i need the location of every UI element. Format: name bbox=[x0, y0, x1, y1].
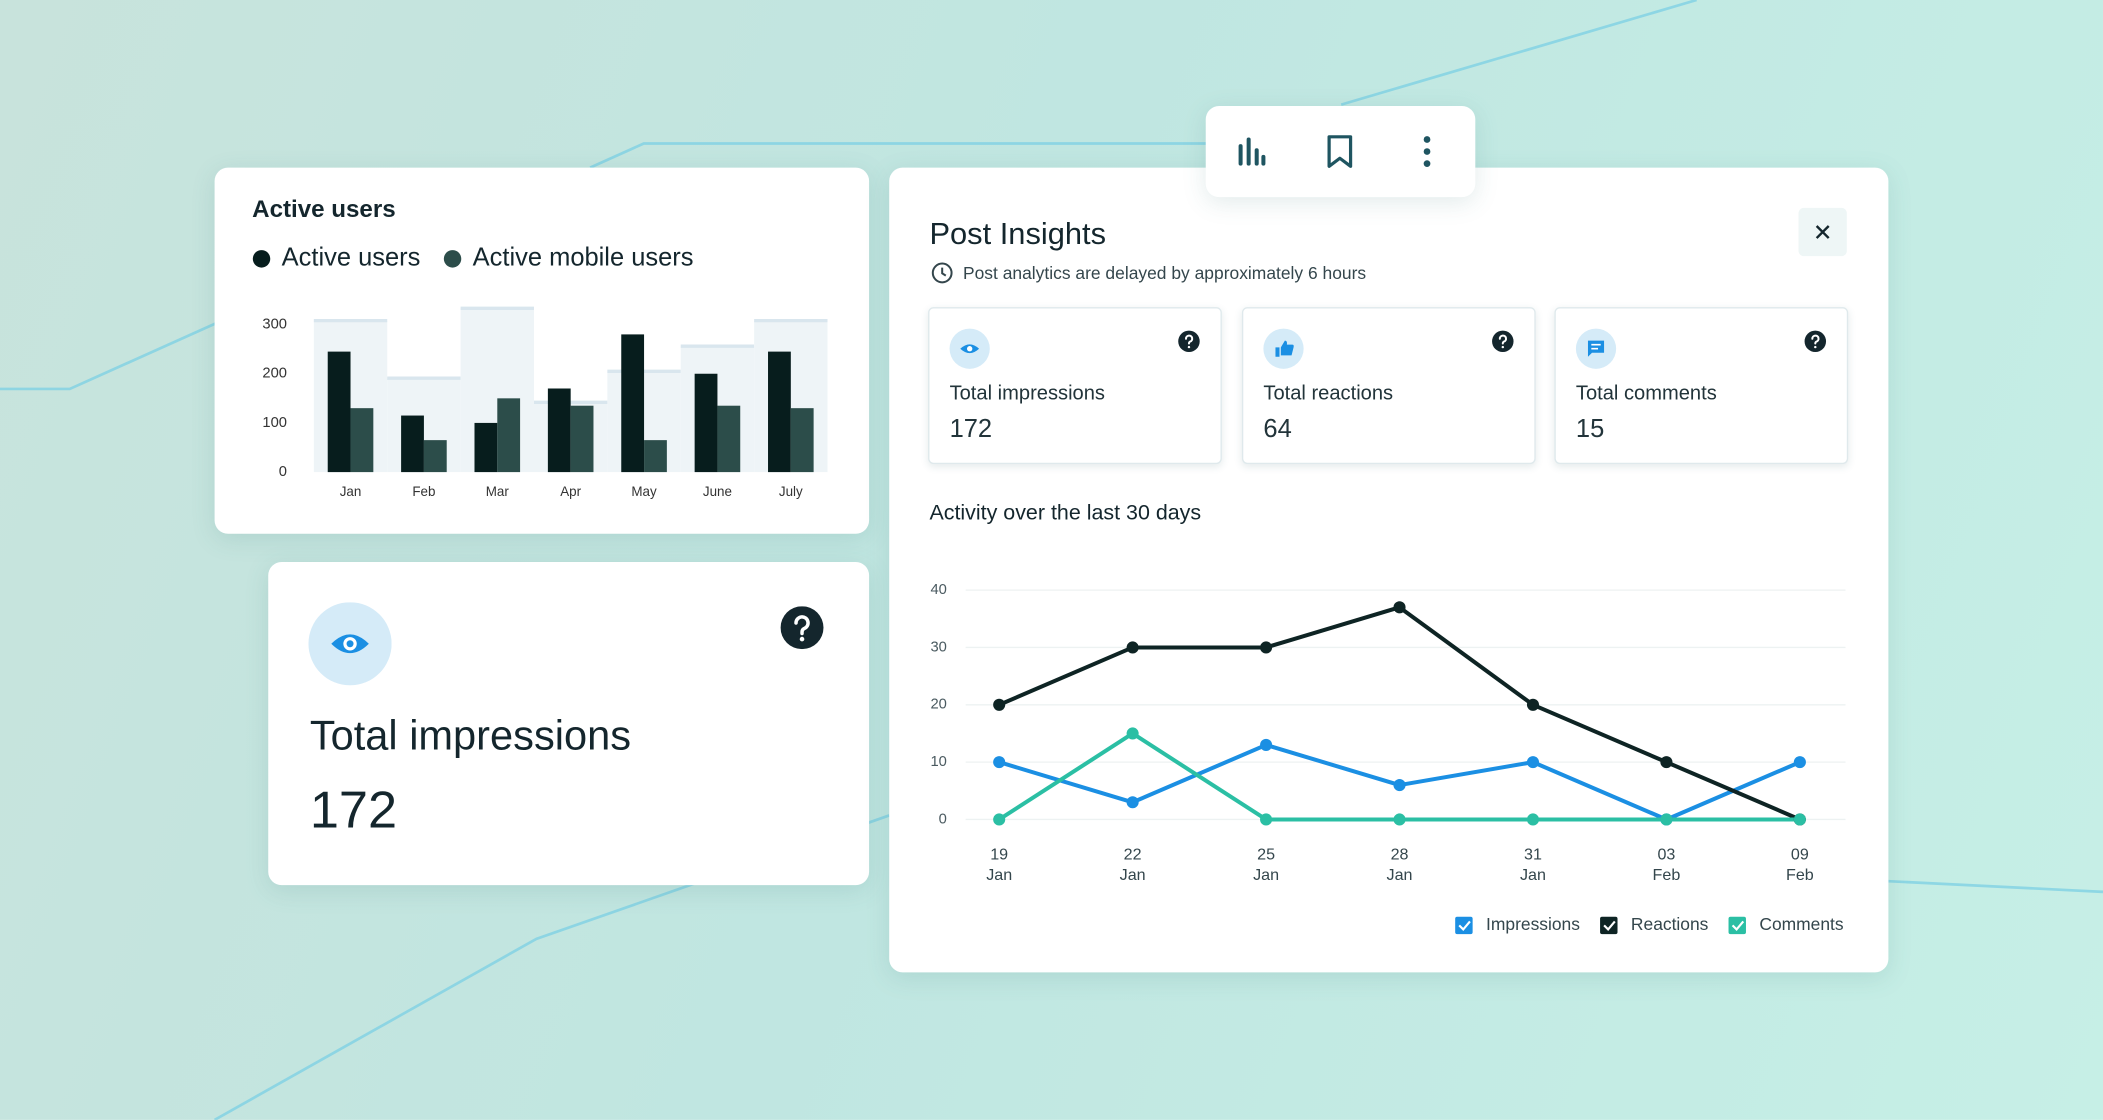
x-tick-label: 25 Jan bbox=[1253, 844, 1280, 884]
stat-card: Total comments 15 bbox=[1554, 307, 1849, 465]
x-tick-label: 03 Feb bbox=[1652, 844, 1681, 884]
stat-value: 15 bbox=[1575, 415, 1605, 444]
bookmark-button[interactable] bbox=[1321, 133, 1359, 171]
stat-value: 172 bbox=[949, 415, 993, 444]
stat-label: Total reactions bbox=[1263, 382, 1394, 406]
stat-card: Total reactions 64 bbox=[1241, 307, 1536, 465]
active-users-card bbox=[214, 167, 870, 534]
x-tick-label: 31 Jan bbox=[1519, 844, 1546, 884]
x-tick-label: 22 Jan bbox=[1119, 844, 1146, 884]
close-button[interactable] bbox=[1798, 207, 1847, 257]
eye-icon bbox=[308, 602, 392, 686]
x-tick-label: 09 Feb bbox=[1786, 844, 1814, 884]
stat-card: Total impressions 172 bbox=[928, 307, 1222, 465]
stat-value: 64 bbox=[1263, 415, 1292, 444]
delay-note: Post analytics are delayed by approximat… bbox=[962, 262, 1367, 283]
impressions-value: 172 bbox=[309, 781, 398, 840]
deco-line bbox=[1888, 879, 2103, 894]
x-tick-label: 19 Jan bbox=[986, 844, 1013, 884]
deco-line bbox=[1340, 0, 1697, 106]
stat-icon bbox=[1575, 328, 1617, 369]
stat-label: Total impressions bbox=[949, 382, 1105, 406]
stat-icon bbox=[949, 328, 990, 369]
help-button[interactable] bbox=[780, 606, 824, 650]
deco-line bbox=[589, 142, 1208, 169]
clock-icon bbox=[931, 262, 953, 284]
impressions-card: Total impressions 172 bbox=[268, 561, 870, 886]
post-insights-title: Post Insights bbox=[929, 215, 1107, 251]
help-button[interactable] bbox=[1491, 330, 1514, 353]
more-button[interactable] bbox=[1410, 133, 1448, 171]
deco-line bbox=[0, 316, 229, 391]
impressions-label: Total impressions bbox=[309, 712, 632, 760]
close-icon bbox=[1815, 225, 1830, 239]
help-button[interactable] bbox=[1804, 330, 1827, 353]
toolbar bbox=[1205, 105, 1476, 198]
chart-button[interactable] bbox=[1233, 133, 1271, 171]
post-insights-card: Post Insights Post analytics are delayed… bbox=[889, 167, 1889, 973]
stat-label: Total comments bbox=[1575, 382, 1717, 406]
help-button[interactable] bbox=[1178, 330, 1201, 353]
x-tick-label: 28 Jan bbox=[1386, 844, 1413, 884]
stat-icon bbox=[1263, 328, 1304, 369]
